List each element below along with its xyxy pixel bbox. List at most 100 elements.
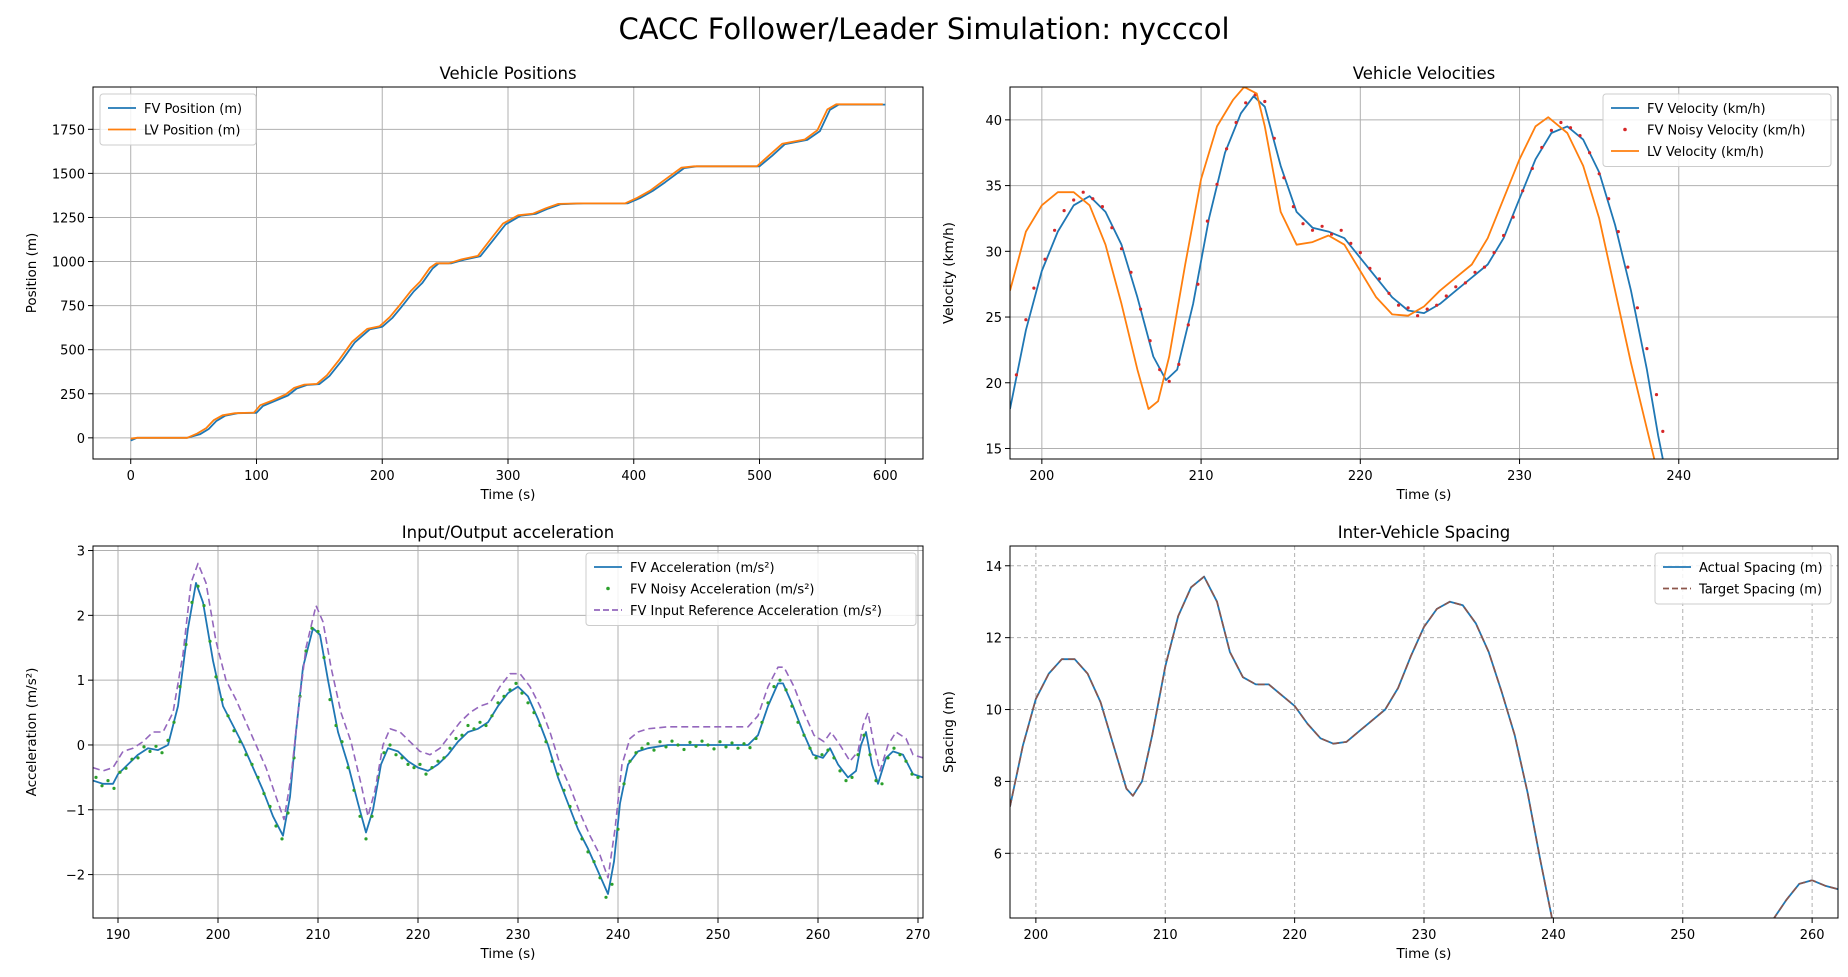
data-point xyxy=(196,584,200,588)
data-point xyxy=(568,804,572,809)
data-point xyxy=(460,733,464,737)
data-point xyxy=(706,743,710,747)
x-tick-label: 260 xyxy=(806,928,831,943)
data-point xyxy=(772,685,776,689)
data-point xyxy=(166,738,170,743)
data-point xyxy=(1072,198,1076,202)
data-point xyxy=(490,714,494,718)
data-point xyxy=(556,772,560,776)
data-point xyxy=(394,753,398,757)
series-line xyxy=(1010,575,1553,918)
data-point xyxy=(388,743,392,747)
y-axis-label: Position (m) xyxy=(24,233,40,314)
subplot-title: Vehicle Positions xyxy=(439,64,576,83)
subplot-2: 200 210 220 230 240 15 20 25 30 35 40 Vehicle Veloc… xyxy=(941,64,1839,503)
series-line xyxy=(1773,879,1838,918)
data-point xyxy=(1626,265,1630,269)
y-tick-label: 30 xyxy=(985,245,1002,260)
data-point xyxy=(370,814,374,818)
data-point xyxy=(580,837,584,841)
data-point xyxy=(232,729,236,733)
series-line xyxy=(1010,575,1553,918)
data-point xyxy=(508,688,512,692)
data-point xyxy=(1396,303,1401,307)
data-point xyxy=(190,600,194,605)
series-lv-velocity-km-h xyxy=(1010,87,1656,459)
y-tick-label: 1000 xyxy=(52,256,85,271)
data-point xyxy=(286,811,290,815)
data-point xyxy=(256,775,260,780)
y-tick-label: 20 xyxy=(985,377,1002,392)
data-point xyxy=(112,786,116,791)
data-point xyxy=(346,766,350,770)
legend-item: Target Spacing (m) xyxy=(1663,583,1822,598)
data-point xyxy=(1081,190,1085,194)
data-point xyxy=(1177,362,1181,366)
legend-box xyxy=(1654,552,1832,605)
x-tick-label: 240 xyxy=(1666,469,1691,484)
data-point xyxy=(1263,99,1267,104)
y-tick-label: −2 xyxy=(66,869,85,884)
data-point xyxy=(916,775,920,780)
data-point xyxy=(1492,251,1496,255)
data-point xyxy=(682,747,686,752)
legend-label: LV Position (m) xyxy=(144,124,240,139)
data-point xyxy=(430,766,434,770)
data-point xyxy=(796,720,800,724)
data-point xyxy=(1186,323,1190,327)
legend-label: FV Noisy Velocity (km/h) xyxy=(1647,124,1805,139)
data-point xyxy=(454,736,458,741)
data-point xyxy=(736,746,740,750)
data-point xyxy=(856,753,860,757)
y-tick-label: 500 xyxy=(60,344,85,359)
data-point xyxy=(1043,257,1047,261)
data-point xyxy=(1205,219,1209,223)
series-line xyxy=(1010,95,1664,459)
subplot-4: 200 210 220 230 240 250 260 6 8 10 12 14 Inter-Vehic… xyxy=(941,523,1839,962)
y-tick-label: 40 xyxy=(985,114,1002,129)
data-point xyxy=(208,639,212,643)
data-point xyxy=(1119,247,1124,251)
data-point xyxy=(532,711,536,715)
legend-item: Actual Spacing (m) xyxy=(1663,561,1823,576)
x-tick-label: 600 xyxy=(873,469,898,484)
data-point xyxy=(688,740,692,745)
data-point xyxy=(124,766,128,770)
data-point xyxy=(886,756,890,760)
data-point xyxy=(268,804,272,809)
x-tick-label: 210 xyxy=(306,928,331,943)
data-point xyxy=(1540,145,1544,150)
data-point xyxy=(1425,307,1429,311)
data-point xyxy=(1158,368,1162,372)
data-point xyxy=(1272,136,1276,140)
data-point xyxy=(1549,128,1553,132)
x-tick-label: 210 xyxy=(1153,928,1178,943)
series-lv-position-m xyxy=(130,103,883,440)
data-point xyxy=(538,723,542,728)
data-point xyxy=(304,649,308,653)
data-point xyxy=(358,814,362,818)
data-point xyxy=(622,782,626,786)
legend: FV Acceleration (m/s²) FV Noisy Accelerat… xyxy=(585,552,917,626)
data-point xyxy=(1444,294,1448,298)
data-point xyxy=(1358,251,1362,255)
x-axis-label: Time (s) xyxy=(1396,946,1452,962)
x-tick-label: 250 xyxy=(1670,928,1695,943)
data-point xyxy=(814,756,818,760)
data-point xyxy=(880,782,884,786)
y-axis-label: Velocity (km/h) xyxy=(941,222,957,324)
data-point xyxy=(826,748,830,752)
data-point xyxy=(754,736,758,741)
data-point xyxy=(1234,120,1238,125)
series-target-spacing-m xyxy=(1010,575,1553,918)
legend-item: LV Velocity (km/h) xyxy=(1611,145,1764,160)
data-point xyxy=(1377,277,1381,281)
y-tick-label: 14 xyxy=(985,560,1002,575)
series-fv-velocity-km-h xyxy=(1010,95,1664,459)
axes-frame xyxy=(1009,545,1839,919)
data-point xyxy=(1502,233,1506,238)
legend-label: FV Input Reference Acceleration (m/s²) xyxy=(630,604,882,619)
data-point xyxy=(418,762,422,767)
data-point xyxy=(1091,197,1095,201)
data-point xyxy=(1559,120,1563,125)
